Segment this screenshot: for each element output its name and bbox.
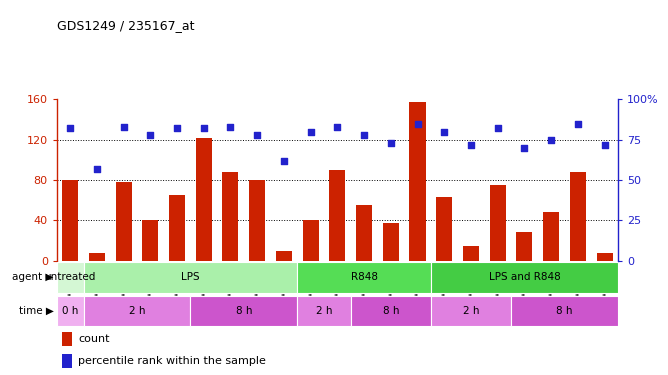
Point	[198, 125, 209, 131]
Text: 8 h: 8 h	[383, 306, 399, 316]
Bar	[329, 170, 345, 261]
Point	[439, 129, 450, 135]
Point	[305, 129, 316, 135]
Bar	[356, 205, 372, 261]
Point	[145, 132, 156, 138]
Bar	[436, 197, 452, 261]
Bar	[570, 172, 586, 261]
Bar	[431, 296, 511, 326]
Bar	[516, 232, 532, 261]
Point	[359, 132, 369, 138]
Point	[92, 166, 102, 172]
Point	[492, 125, 503, 131]
Text: GDS1249 / 235167_at: GDS1249 / 235167_at	[57, 19, 194, 32]
Point	[279, 158, 289, 164]
Text: 2 h: 2 h	[463, 306, 479, 316]
Point	[65, 125, 75, 131]
Bar	[116, 182, 132, 261]
Bar	[222, 172, 238, 261]
Bar	[409, 102, 426, 261]
Text: 8 h: 8 h	[236, 306, 252, 316]
Text: 8 h: 8 h	[556, 306, 572, 316]
Text: 2 h: 2 h	[129, 306, 145, 316]
Bar	[431, 262, 618, 292]
Text: LPS: LPS	[181, 272, 200, 282]
Text: time ▶: time ▶	[19, 306, 53, 316]
Bar	[190, 296, 297, 326]
Bar	[303, 220, 319, 261]
Point	[466, 141, 476, 147]
Bar	[297, 296, 351, 326]
Bar	[57, 296, 84, 326]
Point	[519, 145, 530, 151]
Bar	[463, 246, 479, 261]
Text: percentile rank within the sample: percentile rank within the sample	[78, 356, 266, 366]
Bar	[84, 262, 297, 292]
Point	[546, 136, 556, 142]
Bar	[196, 138, 212, 261]
Point	[385, 140, 396, 146]
Bar	[297, 262, 431, 292]
Bar	[543, 212, 559, 261]
Bar	[383, 224, 399, 261]
Bar	[62, 354, 73, 368]
Text: count: count	[78, 334, 110, 344]
Point	[172, 125, 182, 131]
Text: untreated: untreated	[45, 272, 96, 282]
Point	[225, 124, 236, 130]
Bar	[597, 253, 613, 261]
Text: LPS and R848: LPS and R848	[488, 272, 560, 282]
Text: 2 h: 2 h	[316, 306, 332, 316]
Point	[599, 141, 610, 147]
Point	[118, 124, 129, 130]
Bar	[490, 185, 506, 261]
Bar	[511, 296, 618, 326]
Point	[572, 120, 583, 126]
Text: R848: R848	[351, 272, 377, 282]
Bar	[89, 253, 105, 261]
Bar	[351, 296, 431, 326]
Point	[412, 120, 423, 126]
Bar	[84, 296, 190, 326]
Text: agent ▶: agent ▶	[12, 273, 53, 282]
Bar	[57, 262, 84, 292]
Point	[252, 132, 263, 138]
Bar	[276, 251, 292, 261]
Bar	[169, 195, 185, 261]
Bar	[249, 180, 265, 261]
Point	[332, 124, 343, 130]
Text: 0 h: 0 h	[62, 306, 78, 316]
Bar	[142, 220, 158, 261]
Bar	[62, 180, 78, 261]
Bar	[62, 333, 73, 346]
